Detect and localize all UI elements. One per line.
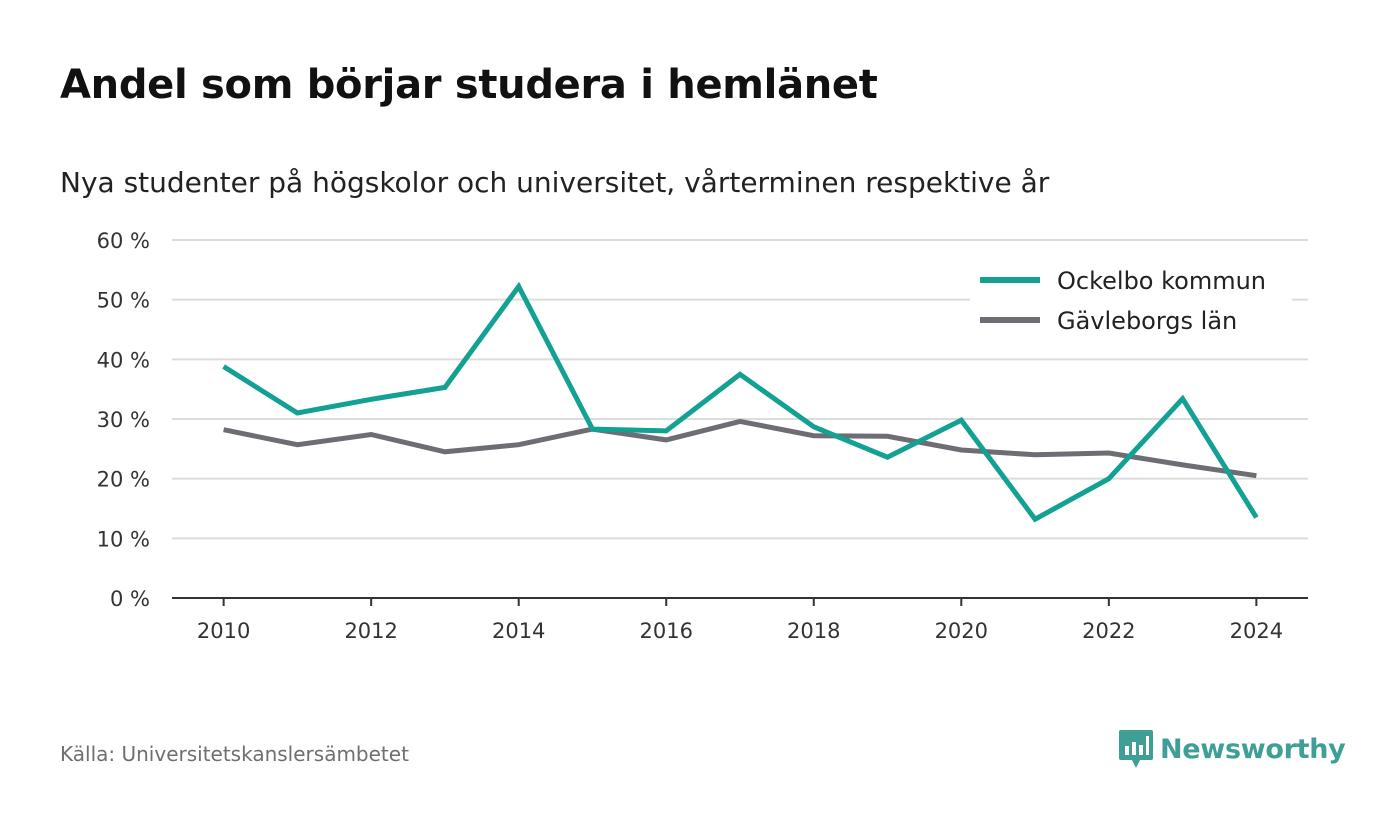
x-tick-label: 2024 <box>1230 619 1283 643</box>
legend-label: Gävleborgs län <box>1057 307 1237 335</box>
x-tick-label: 2014 <box>492 619 545 643</box>
series-line-ockelbo <box>222 281 1259 523</box>
legend-label: Ockelbo kommun <box>1057 267 1266 295</box>
series-line-gavleborg <box>223 418 1257 479</box>
chart-title: Andel som börjar studera i hemlänet <box>60 62 878 108</box>
source-note: Källa: Universitetskanslersämbetet <box>60 742 409 766</box>
y-tick-label: 30 % <box>97 408 150 432</box>
chart-subtitle: Nya studenter på högskolor och universit… <box>60 166 1050 199</box>
x-tick-label: 2010 <box>197 619 250 643</box>
y-axis: 0 % 10 % 20 % 30 % 40 % 50 % 60 % <box>97 229 150 611</box>
series-lines <box>222 281 1259 523</box>
x-tick-label: 2022 <box>1082 619 1135 643</box>
y-tick-label: 60 % <box>97 229 150 253</box>
y-tick-label: 10 % <box>97 527 150 551</box>
x-tick-label: 2016 <box>640 619 693 643</box>
y-tick-label: 40 % <box>97 348 150 372</box>
legend-background <box>970 262 1292 344</box>
legend: Ockelbo kommun Gävleborgs län <box>970 262 1292 344</box>
x-axis: 2010 2012 2014 2016 2018 2020 2022 2024 <box>172 597 1308 643</box>
x-tick-label: 2012 <box>344 619 397 643</box>
brand-logo: Newsworthy <box>1118 727 1346 771</box>
line-chart: 0 % 10 % 20 % 30 % 40 % 50 % 60 % 2010 2012 2014… <box>97 229 1308 643</box>
y-tick-label: 50 % <box>97 289 150 313</box>
newsworthy-logo-icon <box>1119 730 1153 768</box>
x-tick-label: 2020 <box>935 619 988 643</box>
y-tick-label: 20 % <box>97 468 150 492</box>
x-tick-label: 2018 <box>787 619 840 643</box>
y-tick-label: 0 % <box>110 587 150 611</box>
brand-name: Newsworthy <box>1160 733 1346 765</box>
